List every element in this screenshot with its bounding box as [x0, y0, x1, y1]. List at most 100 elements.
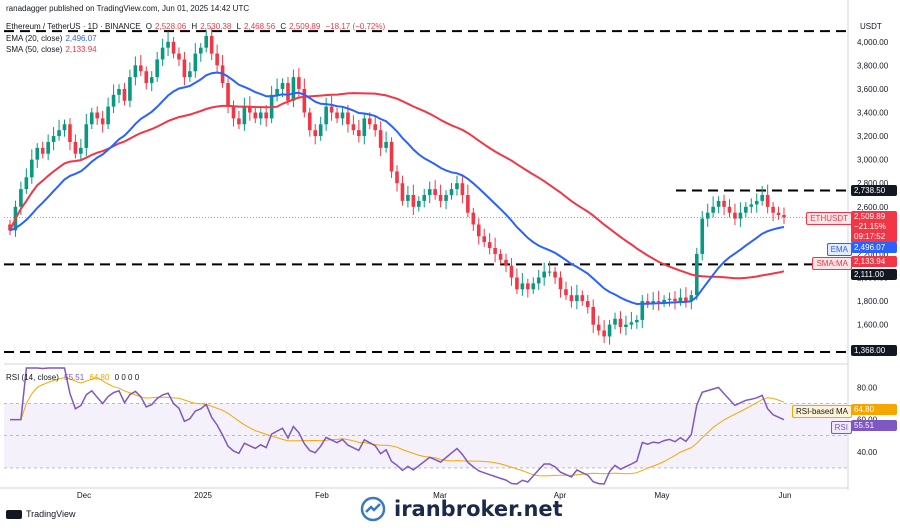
candle-body — [231, 106, 236, 119]
candle-body — [297, 77, 301, 89]
candle-body — [95, 112, 100, 119]
candle-body — [438, 195, 443, 201]
last-change-value: −21.15% — [854, 222, 886, 231]
candle-body — [117, 88, 121, 95]
candle-body — [744, 206, 748, 213]
candle-body — [564, 289, 568, 296]
candle-body — [302, 88, 307, 113]
candle-body — [460, 183, 465, 195]
price-tick-label: 2,200.00 — [857, 250, 889, 259]
candle-body — [498, 253, 503, 260]
time-tick-label: Apr — [554, 491, 567, 500]
candle-body — [591, 306, 596, 325]
candle-body — [395, 171, 399, 184]
candle-body — [624, 324, 628, 327]
candle-body — [193, 53, 198, 72]
candle-body — [749, 204, 754, 207]
candle-body — [346, 112, 350, 125]
candle-body — [618, 318, 623, 327]
candle-body — [733, 212, 737, 219]
rsi-line — [10, 367, 785, 485]
rsi-legend[interactable]: RSI (14, close) 55.51 64.80 0 0 0 0 — [6, 373, 142, 382]
candle-body — [585, 301, 590, 307]
open-label: O — [145, 22, 153, 31]
high-value: 2,530.38 — [200, 22, 232, 31]
symbol-title[interactable]: Ethereum / TetherUS · 1D · BINANCE — [6, 22, 141, 31]
last-price-value: 2,509.89 — [854, 212, 886, 221]
candle-body — [8, 224, 12, 231]
candle-body — [738, 212, 743, 219]
candle-body — [242, 106, 247, 125]
low-value: 2,468.56 — [244, 22, 276, 31]
candle-body — [411, 195, 416, 207]
ema-legend[interactable]: EMA (20, close) 2,496.07 — [6, 34, 100, 43]
rsi-ma-axis-tag: 64.80 — [851, 404, 897, 415]
price-tick-label: 3,800.00 — [857, 61, 889, 70]
price-tick-label: 1,800.00 — [857, 297, 889, 306]
rsi-legend-value: 55.51 — [64, 373, 85, 382]
candle-body — [237, 118, 241, 125]
rsi-tick-label: 80.00 — [857, 383, 878, 392]
candle-body — [389, 141, 394, 172]
candle-body — [765, 195, 770, 207]
candle-body — [378, 130, 383, 148]
tradingview-footer[interactable]: TradingView — [6, 509, 76, 519]
candle-body — [62, 124, 67, 131]
candle-body — [449, 189, 454, 195]
candle-body — [406, 195, 410, 201]
candle-body — [122, 88, 127, 101]
high-label: H — [191, 22, 198, 31]
candle-body — [433, 189, 437, 195]
candle-body — [188, 71, 192, 78]
rsi-ma-legend-value: 64.80 — [89, 373, 110, 382]
candle-body — [509, 265, 514, 278]
sma-legend-label: SMA (50, close) — [6, 45, 63, 54]
level-2111-tag: 2,111.00 — [851, 269, 897, 280]
candle-body — [531, 283, 536, 290]
candle-body — [160, 47, 165, 60]
candle-body — [226, 83, 230, 107]
candle-body — [520, 283, 525, 290]
candle-body — [204, 35, 209, 48]
ohlc-line: Ethereum / TetherUS · 1D · BINANCE O 2,52… — [6, 22, 388, 31]
ema-axis-tag: 2,496.07 — [851, 242, 897, 253]
candle-body — [329, 106, 334, 113]
candle-body — [275, 88, 279, 95]
candle-body — [73, 141, 78, 154]
candle-body — [722, 200, 726, 207]
candle-body — [689, 295, 694, 302]
candle-body — [106, 106, 110, 125]
sma-line — [9, 92, 785, 280]
candle-body — [422, 195, 427, 201]
candle-body — [100, 118, 105, 125]
candle-body — [30, 159, 34, 178]
candle-body — [754, 200, 759, 205]
candle-body — [215, 53, 219, 66]
symbol-name-label: ETHUSDT — [806, 212, 852, 225]
candle-body — [35, 147, 40, 160]
price-tick-label: 3,000.00 — [857, 156, 889, 165]
ema-legend-label: EMA (20, close) — [6, 34, 63, 43]
candle-body — [760, 195, 764, 201]
candle-body — [79, 147, 83, 154]
candle-body — [84, 124, 89, 148]
sma-legend[interactable]: SMA (50, close) 2,133.94 — [6, 45, 100, 54]
price-tick-label: 3,600.00 — [857, 85, 889, 94]
rsi-legend-zeros: 0 0 0 0 — [114, 373, 140, 382]
candle-body — [493, 248, 497, 254]
candle-body — [177, 53, 181, 60]
candle-body — [596, 324, 601, 331]
candle-body — [667, 298, 672, 300]
watermark-text: iranbroker.net — [394, 497, 563, 521]
candle-body — [476, 224, 481, 237]
price-tick-label: 1,600.00 — [857, 321, 889, 330]
candle-body — [662, 299, 666, 303]
candle-body — [427, 189, 432, 195]
rsi-axis-tag: 55.51 — [851, 420, 897, 431]
rsi-tick-label: 40.00 — [857, 448, 878, 457]
candle-body — [526, 283, 530, 290]
candle-body — [580, 295, 585, 302]
time-tick-label: Jun — [779, 491, 792, 500]
candle-body — [640, 301, 645, 320]
candle-body — [771, 206, 775, 213]
